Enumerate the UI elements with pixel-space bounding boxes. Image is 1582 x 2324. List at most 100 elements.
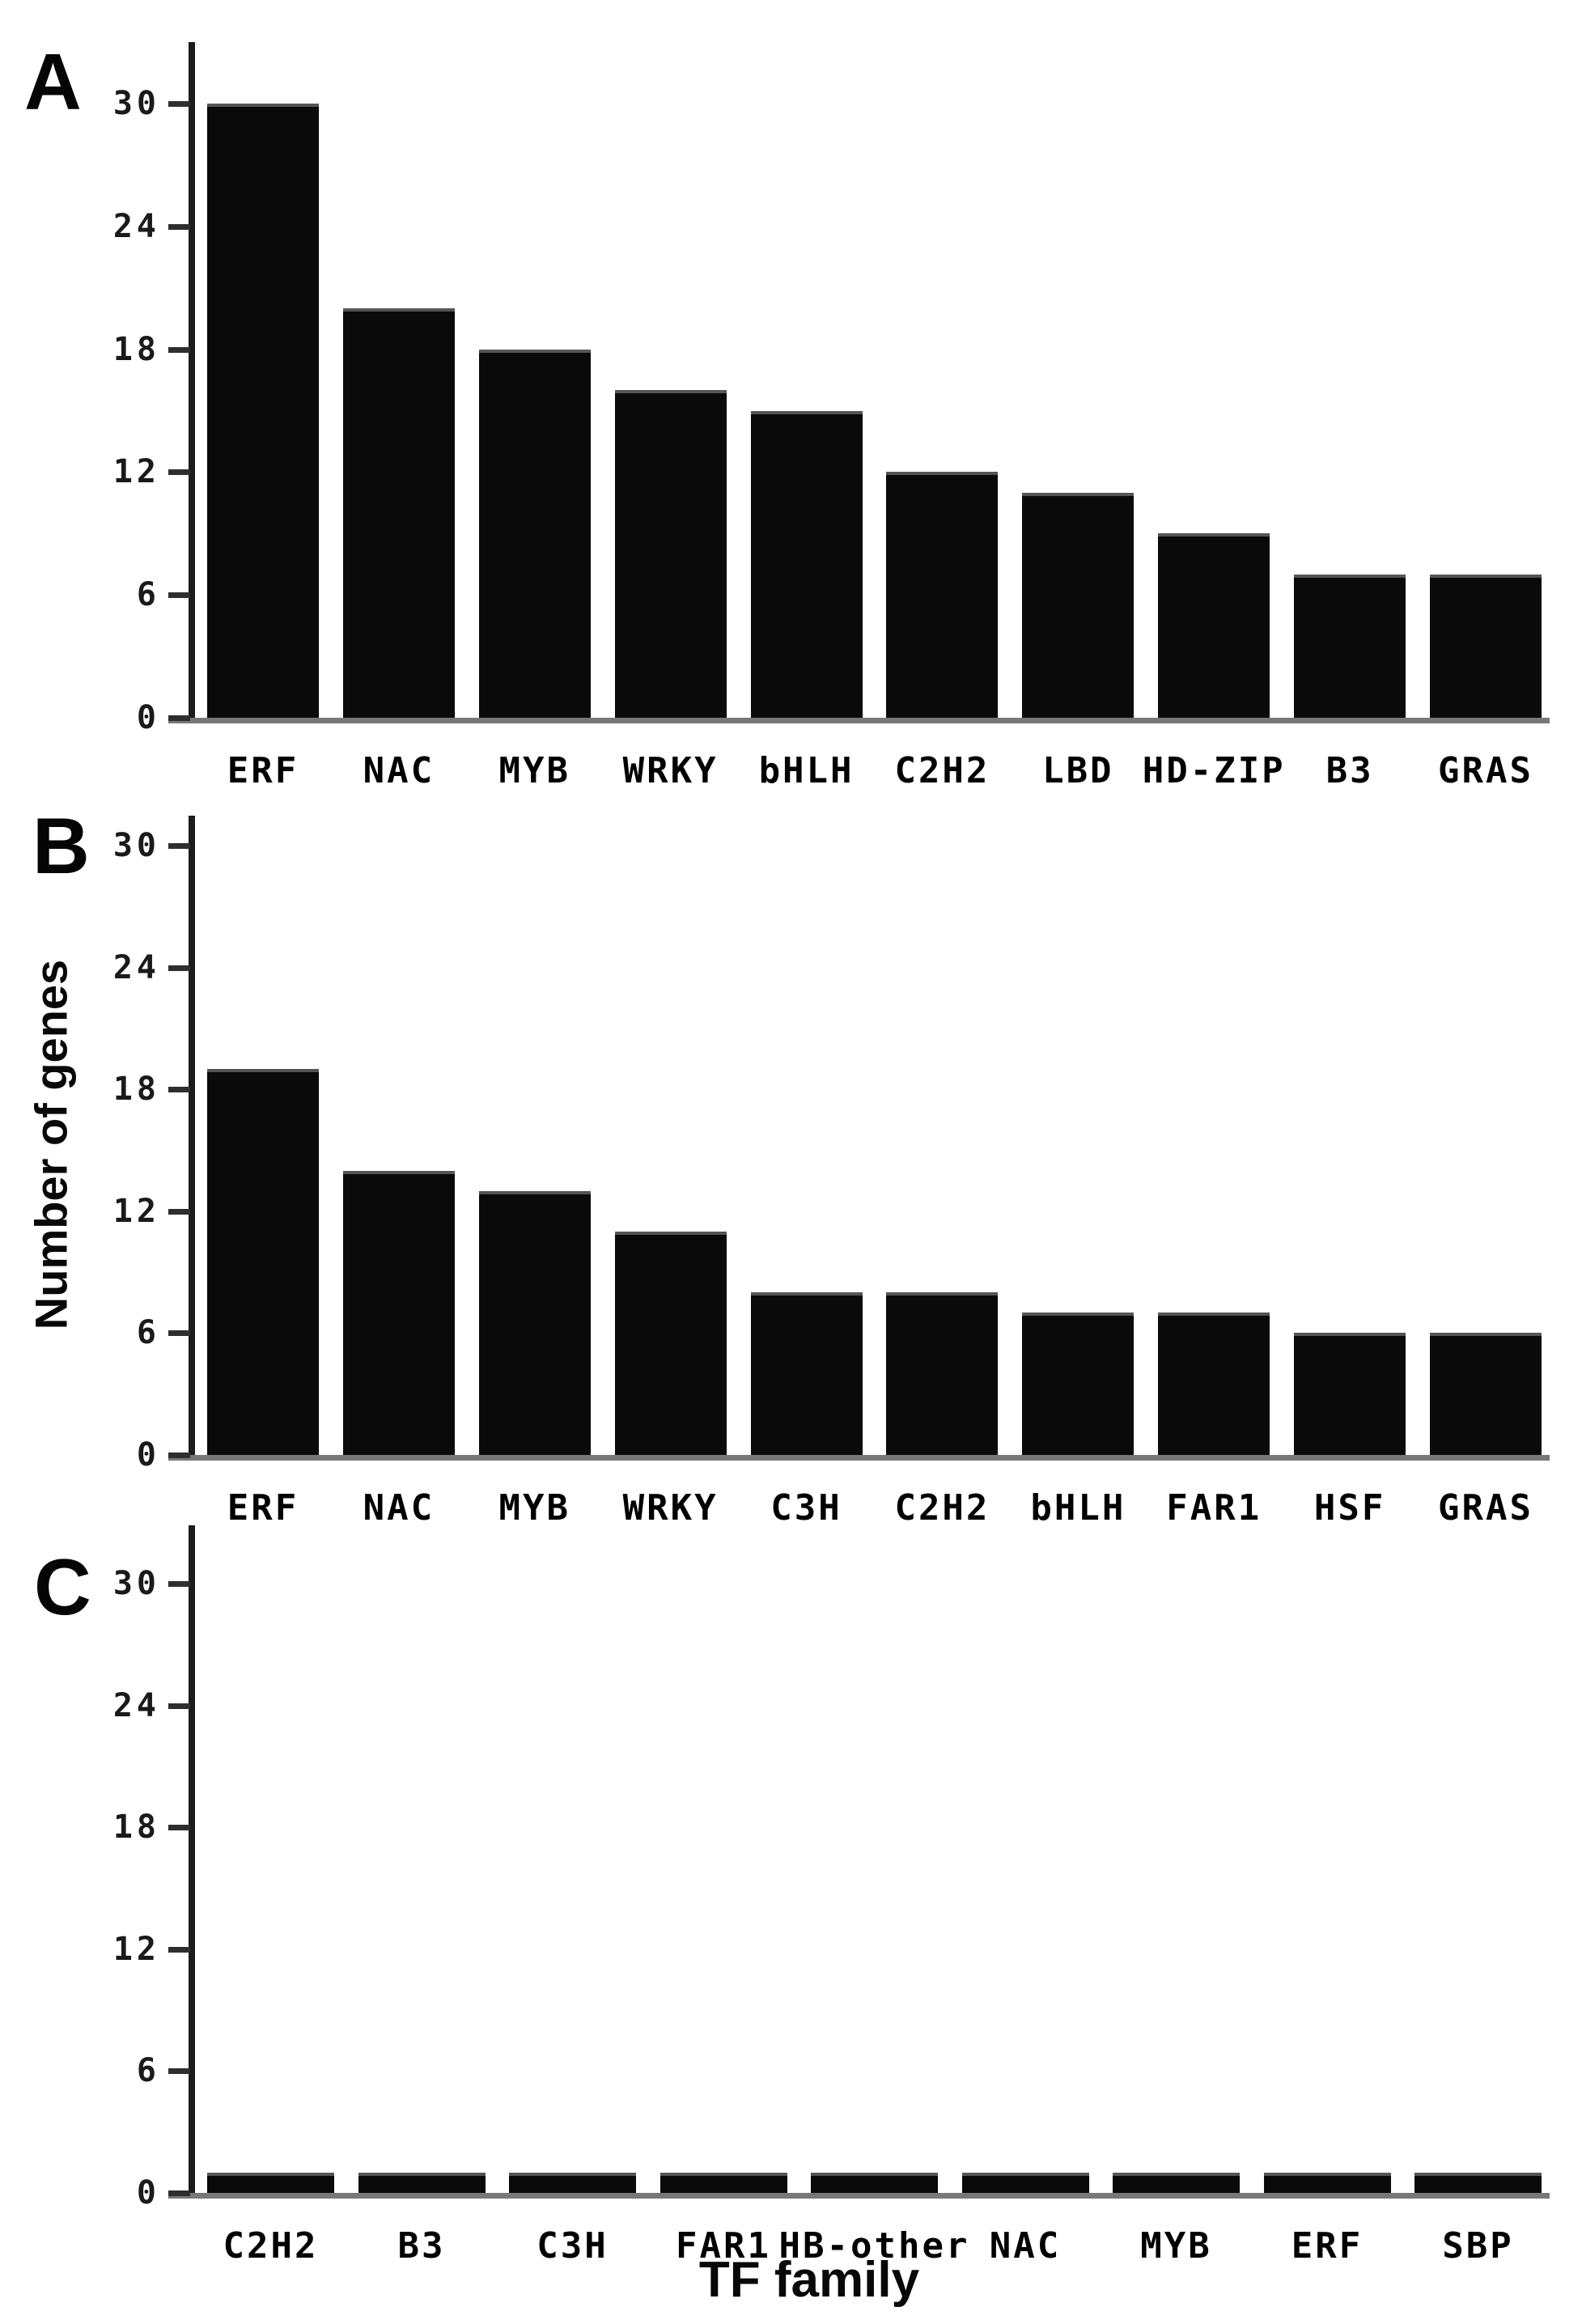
y-tick-mark xyxy=(168,469,190,476)
y-tick-label: 24 xyxy=(112,207,160,245)
bar xyxy=(478,349,591,718)
y-tick-label: 6 xyxy=(136,1314,160,1352)
bar xyxy=(1113,2172,1240,2193)
y-tick-mark xyxy=(168,2068,190,2075)
category-label: NAC xyxy=(363,1487,435,1529)
y-tick-mark xyxy=(168,1581,190,1587)
x-axis-baseline xyxy=(168,718,1550,723)
y-axis-line xyxy=(189,1525,195,2199)
y-tick-label: 30 xyxy=(112,1565,160,1602)
panel-letter-c: C xyxy=(34,1542,91,1631)
y-tick-mark xyxy=(168,1946,190,1953)
category-label: C3H xyxy=(537,2225,609,2267)
category-label: GRAS xyxy=(1438,1487,1533,1529)
bar xyxy=(358,2172,486,2193)
bar xyxy=(811,2172,938,2193)
bar xyxy=(207,1069,319,1455)
category-label: MYB xyxy=(1140,2225,1212,2267)
bar xyxy=(1294,1333,1406,1455)
category-label: LBD xyxy=(1042,750,1114,791)
bar xyxy=(1430,1333,1542,1455)
y-tick-label: 18 xyxy=(112,1809,160,1847)
x-axis-baseline xyxy=(168,2193,1550,2199)
y-tick-label: 0 xyxy=(136,699,160,736)
category-label: C2H2 xyxy=(223,2225,319,2267)
y-tick-label: 24 xyxy=(112,948,160,986)
y-tick-label: 12 xyxy=(112,1192,160,1230)
bar xyxy=(1158,533,1270,718)
y-tick-label: 18 xyxy=(112,1071,160,1109)
category-label: FAR1 xyxy=(676,2225,771,2267)
category-label: MYB xyxy=(498,750,570,791)
x-axis-title: TF family xyxy=(698,2252,920,2308)
panel-letter-a: A xyxy=(24,37,82,126)
category-label: C2H2 xyxy=(894,1487,990,1529)
y-tick-mark xyxy=(168,1825,190,1831)
category-label: HD-ZIP xyxy=(1142,750,1286,791)
y-tick-label: 0 xyxy=(136,2174,160,2212)
bar xyxy=(1294,574,1406,718)
y-tick-mark xyxy=(168,965,190,971)
category-label: ERF xyxy=(227,1487,299,1529)
category-label: GRAS xyxy=(1438,750,1533,791)
bar xyxy=(207,104,319,718)
bar xyxy=(961,2172,1089,2193)
y-tick-mark xyxy=(168,1330,190,1337)
bar xyxy=(886,1292,999,1455)
bar xyxy=(478,1190,591,1455)
y-axis-line xyxy=(189,816,195,1461)
bar xyxy=(1158,1313,1270,1455)
bar xyxy=(750,1292,863,1455)
category-label: B3 xyxy=(1325,750,1374,791)
category-label: bHLH xyxy=(1030,1487,1126,1529)
category-label: C2H2 xyxy=(894,750,990,791)
y-tick-label: 18 xyxy=(112,330,160,368)
category-label: B3 xyxy=(397,2225,446,2267)
category-label: NAC xyxy=(989,2225,1062,2267)
bar xyxy=(1263,2172,1391,2193)
category-label: HB-other xyxy=(778,2225,970,2267)
y-tick-mark xyxy=(168,346,190,353)
bar xyxy=(886,472,999,718)
y-tick-mark xyxy=(168,1452,190,1458)
category-label: SBP xyxy=(1442,2225,1514,2267)
bar xyxy=(1430,574,1542,718)
y-tick-mark xyxy=(168,715,190,721)
category-label: bHLH xyxy=(758,750,855,791)
y-tick-label: 30 xyxy=(112,827,160,864)
y-tick-mark xyxy=(168,101,190,107)
y-tick-label: 6 xyxy=(136,576,160,614)
y-tick-mark xyxy=(168,223,190,230)
bar xyxy=(614,390,727,718)
y-axis-line xyxy=(189,42,195,723)
panel-letter-b: B xyxy=(32,801,90,890)
category-label: FAR1 xyxy=(1166,1487,1262,1529)
y-tick-mark xyxy=(168,592,190,599)
category-label: WRKY xyxy=(622,1487,719,1529)
y-tick-mark xyxy=(168,1208,190,1215)
category-label: HSF xyxy=(1313,1487,1386,1529)
x-axis-baseline xyxy=(168,1455,1550,1461)
y-tick-label: 30 xyxy=(112,85,160,122)
bar xyxy=(1022,492,1135,718)
bar xyxy=(750,410,863,718)
category-label: ERF xyxy=(227,750,299,791)
bar xyxy=(614,1231,727,1455)
y-tick-mark xyxy=(168,2190,190,2196)
category-label: ERF xyxy=(1291,2225,1364,2267)
y-tick-label: 12 xyxy=(112,453,160,491)
y-tick-label: 0 xyxy=(136,1436,160,1474)
category-label: C3H xyxy=(770,1487,842,1529)
y-tick-label: 24 xyxy=(112,1686,160,1724)
bar xyxy=(660,2172,787,2193)
bar xyxy=(207,2172,334,2193)
bar xyxy=(509,2172,636,2193)
y-tick-label: 12 xyxy=(112,1930,160,1968)
bar xyxy=(342,308,455,718)
category-label: MYB xyxy=(498,1487,570,1529)
y-tick-mark xyxy=(168,843,190,849)
category-label: WRKY xyxy=(622,750,719,791)
y-tick-mark xyxy=(168,1087,190,1093)
bar xyxy=(1022,1313,1135,1455)
